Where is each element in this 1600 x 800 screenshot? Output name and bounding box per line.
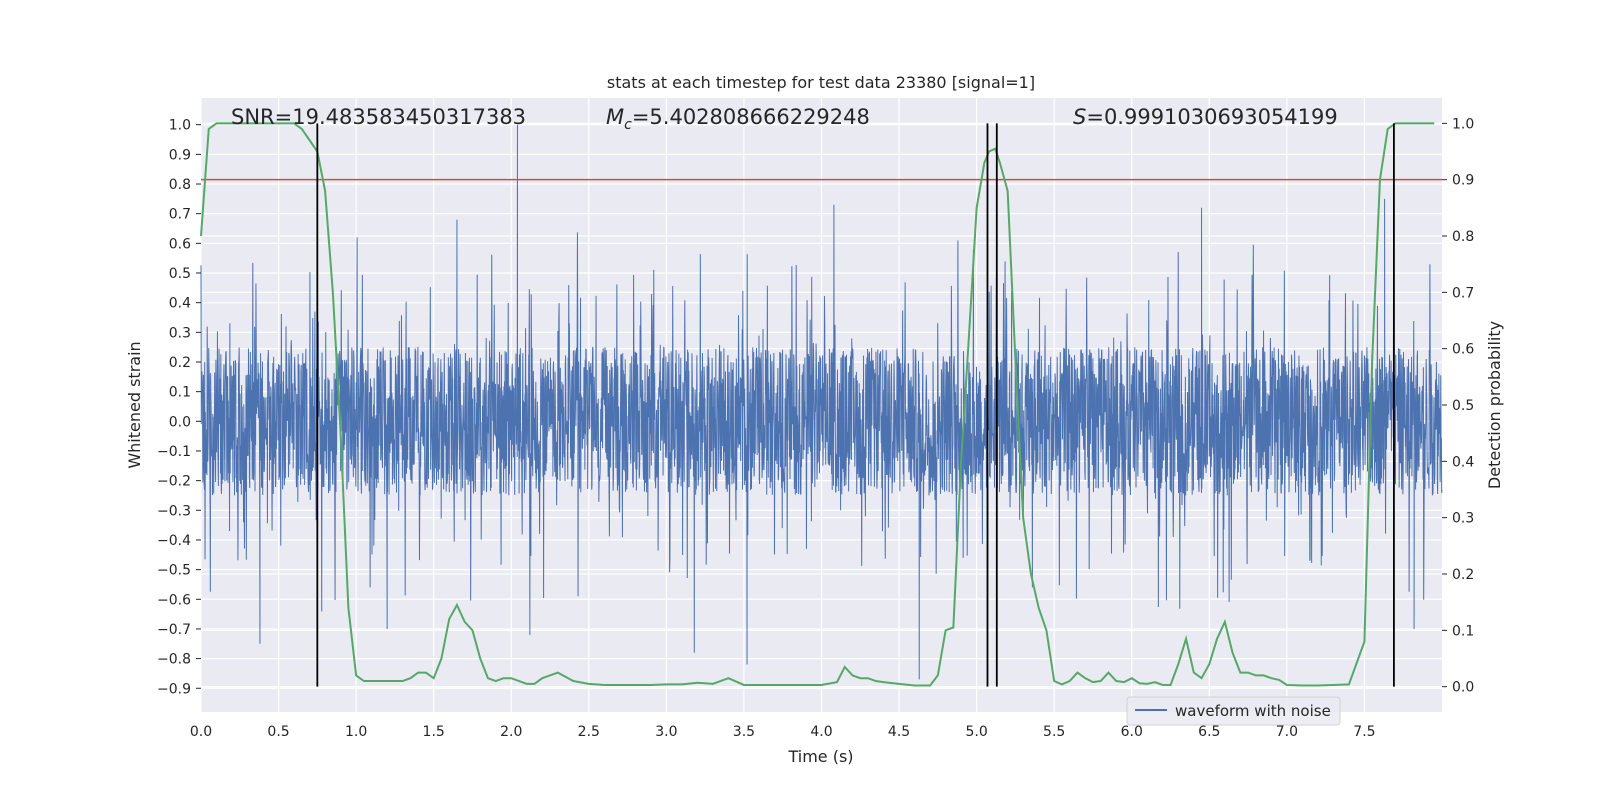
y-left-tick-label: −0.5 [157,563,191,579]
y-left-axis-ticks: 1.0 0.9 0.8 0.7 0.6 0.5 0.4 0.3 0.2 0.1 0.0 −0.1 −0.… [157,118,201,697]
y-right-tick-label: 0.7 [1452,285,1474,301]
x-tick-label: 7.0 [1276,724,1298,740]
waveform-line [200,124,1443,680]
x-tick-label: 5.5 [1043,724,1065,740]
y-left-tick-label: 0.0 [169,414,191,430]
x-tick-label: 1.0 [345,724,367,740]
y-right-tick-label: 0.9 [1452,173,1474,189]
y-right-tick-label: 0.2 [1452,567,1474,583]
legend-label-waveform: waveform with noise [1175,702,1331,720]
y-left-axis-label: Whitened strain [125,341,144,468]
y-right-tick-label: 0.8 [1452,229,1474,245]
y-left-tick-label: −0.8 [157,652,191,668]
x-tick-label: 6.5 [1198,724,1220,740]
y-left-tick-label: −0.7 [157,622,191,638]
mc-annotation: Mc=5.402808666229248 [606,105,870,133]
chart-title: stats at each timestep for test data 233… [607,73,1035,92]
s-symbol: S [1073,105,1086,129]
y-right-tick-label: 0.3 [1452,511,1474,527]
x-tick-label: 2.0 [500,724,522,740]
y-right-tick-label: 0.0 [1452,680,1474,696]
probability-line [200,122,1435,687]
vertical-markers [316,123,1395,687]
y-right-axis-label: Detection probability [1485,321,1504,489]
mc-subscript: c [624,117,632,133]
y-left-tick-label: 0.3 [169,325,191,341]
y-left-tick-label: 1.0 [169,118,191,134]
x-tick-label: 0.5 [267,724,289,740]
y-left-tick-label: −0.9 [157,681,191,697]
y-left-tick-label: 0.2 [169,355,191,371]
x-tick-label: 6.0 [1121,724,1143,740]
y-right-tick-label: 0.1 [1452,623,1474,639]
x-tick-label: 1.5 [423,724,445,740]
y-right-tick-label: 0.6 [1452,342,1474,358]
y-left-tick-label: −0.4 [157,533,191,549]
y-right-tick-label: 0.4 [1452,454,1474,470]
y-left-tick-label: 0.4 [169,296,191,312]
mc-symbol: M [606,105,624,129]
y-left-tick-label: −0.1 [157,444,191,460]
y-right-tick-label: 0.5 [1452,398,1474,414]
s-annotation: S=0.9991030693054199 [1073,105,1338,129]
y-left-tick-label: −0.6 [157,592,191,608]
y-left-tick-label: 0.5 [169,266,191,282]
y-left-tick-label: −0.2 [157,474,191,490]
y-left-tick-label: 0.6 [169,236,191,252]
waveform-series [200,124,1443,680]
x-axis-ticks: 0.0 0.5 1.0 1.5 2.0 2.5 3.0 3.5 4.0 4.5 5.0 5.5 6.0 6… [190,724,1376,740]
y-left-tick-label: 0.9 [169,147,191,163]
legend: waveform with noise [1126,696,1341,726]
legend-box [1126,696,1341,726]
x-tick-label: 4.5 [888,724,910,740]
x-axis-label: Time (s) [787,747,853,766]
y-left-tick-label: 0.1 [169,385,191,401]
x-tick-label: 3.5 [733,724,755,740]
y-left-tick-label: −0.3 [157,503,191,519]
x-tick-label: 3.0 [655,724,677,740]
y-left-tick-label: 0.7 [169,207,191,223]
x-tick-label: 2.5 [578,724,600,740]
snr-annotation: SNR=19.483583450317383 [231,105,526,129]
detection-probability-series [200,122,1435,687]
x-tick-label: 0.0 [190,724,212,740]
mc-value: =5.402808666229248 [632,105,870,129]
y-left-tick-label: 0.8 [169,177,191,193]
y-right-axis-ticks: 1.0 0.9 0.8 0.7 0.6 0.5 0.4 0.3 0.2 0.1 0.0 [1442,116,1474,696]
x-tick-label: 7.5 [1353,724,1375,740]
s-value: =0.9991030693054199 [1086,105,1337,129]
x-tick-label: 5.0 [965,724,987,740]
x-tick-label: 4.0 [810,724,832,740]
y-right-tick-label: 1.0 [1452,116,1474,132]
